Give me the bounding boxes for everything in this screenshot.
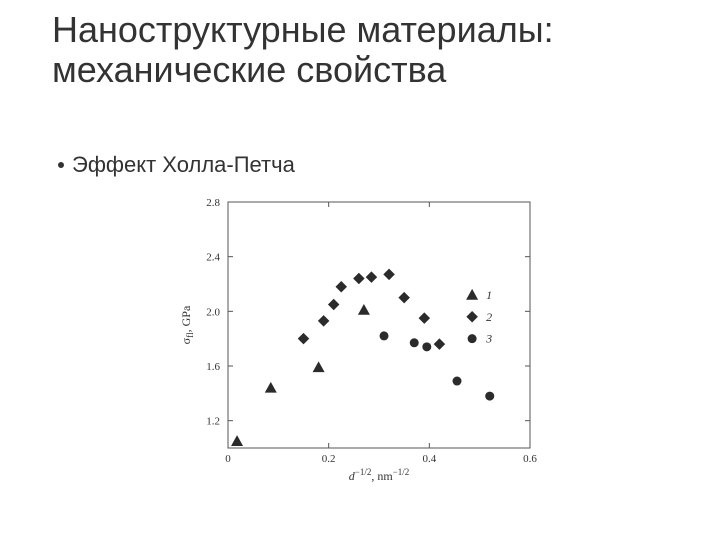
scatter-chart: 0 0.2 0.4 0.6 1.2 1.6 2.0 2.4 2.8 d−1/2, nm−1/2 σf…	[170, 190, 550, 490]
svg-text:2.8: 2.8	[206, 197, 220, 209]
svg-text:2: 2	[486, 310, 492, 324]
slide-title: Наноструктурные материалы: механические …	[52, 10, 672, 89]
svg-text:0.6: 0.6	[523, 453, 537, 465]
bullet-item: Эффект Холла-Петча	[58, 152, 295, 178]
x-axis-label: d−1/2, nm−1/2	[349, 467, 410, 483]
svg-text:2.0: 2.0	[206, 306, 220, 318]
svg-text:1: 1	[486, 288, 492, 302]
y-axis-label: σfl, GPa	[179, 305, 195, 344]
bullet-dot-icon	[58, 162, 64, 168]
svg-text:3: 3	[485, 332, 492, 346]
svg-text:1.6: 1.6	[206, 361, 220, 373]
slide: Наноструктурные материалы: механические …	[0, 0, 720, 540]
svg-text:0.4: 0.4	[422, 453, 436, 465]
svg-text:0: 0	[225, 453, 231, 465]
svg-text:0.2: 0.2	[322, 453, 336, 465]
svg-text:1.2: 1.2	[206, 416, 220, 428]
svg-text:2.4: 2.4	[206, 252, 220, 264]
bullet-text: Эффект Холла-Петча	[72, 152, 295, 178]
